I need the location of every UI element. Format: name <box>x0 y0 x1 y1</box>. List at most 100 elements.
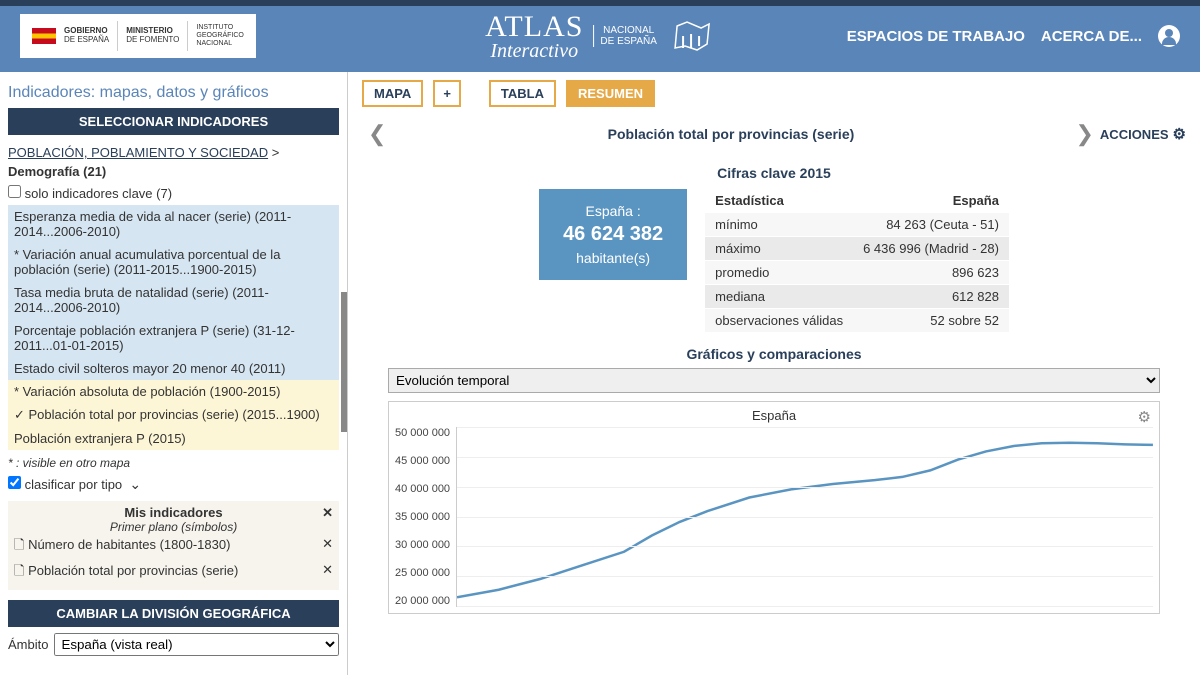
y-tick-label: 20 000 000 <box>395 595 450 607</box>
tab-add-map[interactable]: + <box>433 80 461 107</box>
ambito-select[interactable]: España (vista real) <box>54 633 339 656</box>
indicator-item[interactable]: Estado civil solteros mayor 20 menor 40 … <box>8 357 339 380</box>
my-indicator-item: 🗋 Número de habitantes (1800-1830) ✕ <box>14 534 333 560</box>
sidebar-title: Indicadores: mapas, datos y gráficos <box>8 84 339 102</box>
chart-frame: España ⚙ 50 000 000 45 000 000 40 000 000 3… <box>388 401 1160 614</box>
table-row: máximo6 436 996 (Madrid - 28) <box>705 237 1009 261</box>
legend-note: * : visible en otro mapa <box>8 456 339 470</box>
y-tick-label: 35 000 000 <box>395 511 450 523</box>
prev-arrow-icon[interactable]: ❮ <box>362 121 392 147</box>
app-title: ATLAS Interactivo NACIONALDE ESPAÑA <box>485 10 715 63</box>
stat-highlight-box: España : 46 624 382 habitante(s) <box>539 189 687 280</box>
app-header: GOBIERNODE ESPAÑA MINISTERIODE FOMENTO I… <box>0 0 1200 72</box>
stat-table: EstadísticaEspaña mínimo84 263 (Ceuta - … <box>705 189 1009 332</box>
header-strip <box>0 0 1200 6</box>
y-tick-label: 50 000 000 <box>395 427 450 439</box>
category-label: Demografía (21) <box>8 164 339 179</box>
gov-logo-block: GOBIERNODE ESPAÑA MINISTERIODE FOMENTO I… <box>20 14 256 58</box>
grid-line <box>457 546 1153 547</box>
indicator-item[interactable]: * Variación anual acumulativa porcentual… <box>8 243 339 281</box>
chart-type-select[interactable]: Evolución temporal <box>388 368 1160 393</box>
app-subtitle: Interactivo <box>485 40 583 63</box>
chart-y-axis: 50 000 000 45 000 000 40 000 000 35 000 000… <box>395 427 456 607</box>
file-icon: 🗋 Número de habitantes (1800-1830) <box>14 536 230 558</box>
only-key-checkbox-row: solo indicadores clave (7) <box>8 185 339 201</box>
table-row: mínimo84 263 (Ceuta - 51) <box>705 213 1009 237</box>
nav-workspaces[interactable]: ESPACIOS DE TRABAJO <box>847 28 1025 45</box>
breadcrumb-link[interactable]: POBLACIÓN, POBLAMIENTO Y SOCIEDAD <box>8 145 268 160</box>
chart-area: 50 000 000 45 000 000 40 000 000 35 000 000… <box>395 427 1153 607</box>
grid-line <box>457 576 1153 577</box>
chevron-down-icon[interactable]: ⌄ <box>129 476 141 492</box>
only-key-label: solo indicadores clave (7) <box>25 186 172 201</box>
select-indicators-header: SELECCIONAR INDICADORES <box>8 108 339 135</box>
stats-wrap: España : 46 624 382 habitante(s) Estadís… <box>348 189 1200 332</box>
indicator-item[interactable]: Población extranjera P (2015) <box>8 427 339 450</box>
table-row: promedio896 623 <box>705 261 1009 285</box>
charts-title: Gráficos y comparaciones <box>348 346 1200 362</box>
actions-button[interactable]: ACCIONES ⚙ <box>1100 125 1186 143</box>
my-indicator-item: 🗋 Población total por provincias (serie)… <box>14 560 333 586</box>
ambito-row: Ámbito España (vista real) <box>8 633 339 656</box>
stat-col-header: España <box>853 189 1009 213</box>
stat-box-label: España : <box>563 203 663 219</box>
indicator-item[interactable]: * Variación absoluta de población (1900-… <box>8 380 339 403</box>
my-indicators-panel: ✕ Mis indicadores Primer plano (símbolos… <box>8 501 339 590</box>
close-icon[interactable]: ✕ <box>322 505 333 521</box>
tab-mapa[interactable]: MAPA <box>362 80 423 107</box>
ign-text: INSTITUTOGEOGRÁFICONACIONAL <box>196 24 243 47</box>
y-tick-label: 30 000 000 <box>395 539 450 551</box>
gear-icon: ⚙ <box>1173 125 1186 143</box>
user-icon[interactable] <box>1158 25 1180 47</box>
logo-separator <box>187 21 188 51</box>
scrollbar-thumb[interactable] <box>341 292 347 432</box>
stat-box-unit: habitante(s) <box>563 250 663 266</box>
classify-checkbox[interactable] <box>8 476 21 489</box>
spain-flag-icon <box>32 28 56 44</box>
remove-icon[interactable]: ✕ <box>322 536 333 558</box>
indicator-item[interactable]: Tasa media bruta de natalidad (serie) (2… <box>8 281 339 319</box>
classify-label: clasificar por tipo <box>25 477 123 492</box>
table-row: observaciones válidas52 sobre 52 <box>705 309 1009 333</box>
y-tick-label: 25 000 000 <box>395 567 450 579</box>
only-key-checkbox[interactable] <box>8 185 21 198</box>
page-title: Población total por provincias (serie) <box>392 126 1069 142</box>
my-indicators-sub: Primer plano (símbolos) <box>14 520 333 534</box>
classify-row: clasificar por tipo ⌄ <box>8 476 339 493</box>
tab-tabla[interactable]: TABLA <box>489 80 556 107</box>
grid-line <box>457 427 1153 428</box>
main-title-row: ❮ Población total por provincias (serie)… <box>348 111 1200 157</box>
file-icon: 🗋 Población total por provincias (serie) <box>14 562 238 584</box>
view-tabs: MAPA + TABLA RESUMEN <box>348 72 1200 111</box>
grid-line <box>457 517 1153 518</box>
map-icon <box>667 14 715 58</box>
ambito-label: Ámbito <box>8 637 48 652</box>
next-arrow-icon[interactable]: ❯ <box>1069 121 1099 147</box>
remove-icon[interactable]: ✕ <box>322 562 333 584</box>
chart-settings-icon[interactable]: ⚙ <box>1138 408 1151 426</box>
tab-resumen[interactable]: RESUMEN <box>566 80 655 107</box>
chart-plot <box>456 427 1153 607</box>
nav-about[interactable]: ACERCA DE... <box>1041 28 1142 45</box>
chart-title: España <box>395 408 1153 423</box>
header-nav: ESPACIOS DE TRABAJO ACERCA DE... <box>847 25 1180 47</box>
breadcrumb: POBLACIÓN, POBLAMIENTO Y SOCIEDAD > <box>8 145 339 160</box>
sidebar: Indicadores: mapas, datos y gráficos SEL… <box>0 72 348 675</box>
y-tick-label: 40 000 000 <box>395 483 450 495</box>
key-figures-title: Cifras clave 2015 <box>348 165 1200 181</box>
stat-box-value: 46 624 382 <box>563 223 663 246</box>
grid-line <box>457 487 1153 488</box>
indicator-item[interactable]: Esperanza media de vida al nacer (serie)… <box>8 205 339 243</box>
logo-separator <box>117 21 118 51</box>
app-title-sub: NACIONALDE ESPAÑA <box>593 25 657 47</box>
stat-col-header: Estadística <box>705 189 853 213</box>
y-tick-label: 45 000 000 <box>395 455 450 467</box>
indicator-list: Esperanza media de vida al nacer (serie)… <box>8 205 339 450</box>
gov-text: GOBIERNODE ESPAÑA <box>64 27 109 45</box>
grid-line <box>457 606 1153 607</box>
indicator-item[interactable]: Porcentaje población extranjera P (serie… <box>8 319 339 357</box>
main-panel: MAPA + TABLA RESUMEN ❮ Población total p… <box>348 72 1200 675</box>
my-indicators-title: Mis indicadores <box>14 505 333 520</box>
indicator-item[interactable]: ✓ Población total por provincias (serie)… <box>8 403 339 427</box>
ministry-text: MINISTERIODE FOMENTO <box>126 27 179 45</box>
